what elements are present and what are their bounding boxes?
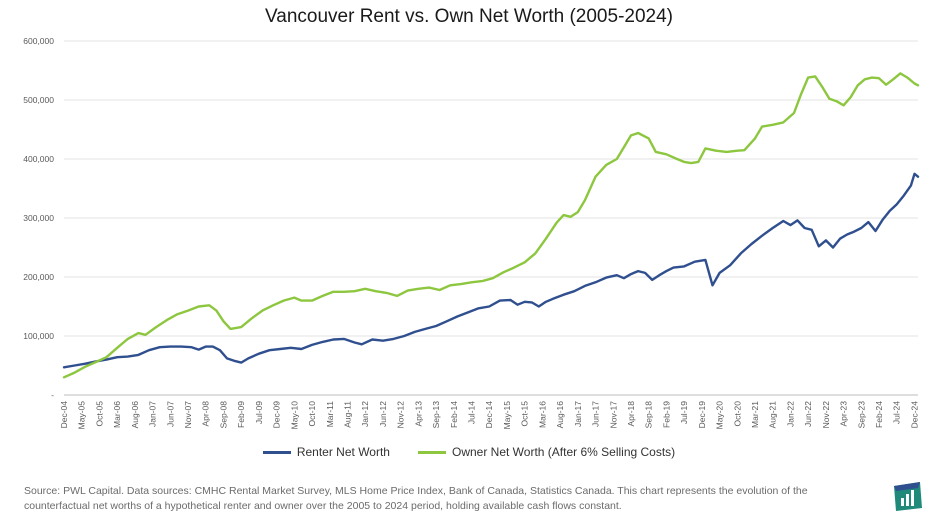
legend-item-owner: Owner Net Worth (After 6% Selling Costs) xyxy=(417,445,676,459)
x-tick-label: Mar-16 xyxy=(537,401,547,428)
x-tick-label: Apr-23 xyxy=(839,401,849,427)
x-tick-label: Jan-17 xyxy=(573,401,583,427)
y-tick-label: 400,000 xyxy=(23,154,54,164)
series-line-renter xyxy=(62,172,920,369)
x-tick-label: Jul-19 xyxy=(679,401,689,424)
x-tick-label: Jun-17 xyxy=(591,401,601,427)
x-tick-label: Dec-09 xyxy=(272,401,282,429)
y-tick-label: 500,000 xyxy=(23,95,54,105)
x-tick-label: Nov-07 xyxy=(183,401,193,429)
x-tick-label: Aug-06 xyxy=(130,401,140,429)
x-tick-label: May-05 xyxy=(77,401,87,430)
legend-label-renter: Renter Net Worth xyxy=(296,445,390,459)
y-tick-label: 600,000 xyxy=(23,36,54,46)
x-tick-label: Jun-22 xyxy=(803,401,813,427)
x-tick-label: Mar-06 xyxy=(112,401,122,428)
x-tick-label: Aug-11 xyxy=(342,401,352,428)
x-tick-label: Sep-18 xyxy=(644,401,654,429)
x-tick-label: Apr-08 xyxy=(201,401,211,427)
y-tick-label: 300,000 xyxy=(23,213,54,223)
x-tick-label: Jul-14 xyxy=(467,401,477,424)
x-tick-label: Jun-07 xyxy=(165,401,175,427)
x-tick-label: Jan-22 xyxy=(785,401,795,427)
y-tick-label: - xyxy=(51,390,54,400)
y-tick-label: 100,000 xyxy=(23,331,54,341)
x-tick-label: Feb-24 xyxy=(874,401,884,428)
x-tick-label: Apr-13 xyxy=(413,401,423,427)
series-line-owner xyxy=(62,72,920,379)
x-tick-label: Dec-14 xyxy=(484,401,494,429)
x-tick-label: Oct-10 xyxy=(307,401,317,427)
x-tick-label: Feb-14 xyxy=(449,401,459,428)
x-tick-label: May-10 xyxy=(289,401,299,430)
x-tick-label: May-20 xyxy=(715,401,725,430)
legend-label-owner: Owner Net Worth (After 6% Selling Costs) xyxy=(451,445,676,459)
pwl-logo-icon xyxy=(894,482,922,511)
legend: Renter Net Worth Owner Net Worth (After … xyxy=(0,445,938,459)
x-tick-label: Jul-09 xyxy=(254,401,264,424)
x-tick-label: Aug-21 xyxy=(768,401,778,429)
x-tick-label: Oct-15 xyxy=(520,401,530,427)
x-tick-label: Feb-19 xyxy=(661,401,671,428)
x-tick-label: Aug-16 xyxy=(555,401,565,429)
x-tick-label: May-15 xyxy=(502,401,512,430)
x-tick-label: Nov-22 xyxy=(821,401,831,429)
x-tick-label: Nov-12 xyxy=(396,401,406,429)
x-tick-label: Sep-13 xyxy=(431,401,441,429)
x-tick-label: Sep-08 xyxy=(218,401,228,429)
x-tick-label: Jun-12 xyxy=(378,401,388,427)
x-tick-label: Mar-21 xyxy=(750,401,760,428)
x-tick-label: Jan-07 xyxy=(148,401,158,427)
y-tick-label: 200,000 xyxy=(23,272,54,282)
x-tick-label: Apr-18 xyxy=(626,401,636,427)
x-tick-label: Oct-20 xyxy=(732,401,742,427)
x-tick-label: Sep-23 xyxy=(856,401,866,429)
x-tick-label: Jul-24 xyxy=(892,401,902,424)
x-tick-label: Nov-17 xyxy=(608,401,618,429)
x-tick-label: Oct-05 xyxy=(94,401,104,427)
x-tick-label: Feb-09 xyxy=(236,401,246,428)
x-tick-label: Dec-19 xyxy=(697,401,707,429)
legend-swatch-owner xyxy=(417,450,446,454)
source-note: Source: PWL Capital. Data sources: CMHC … xyxy=(24,485,808,512)
x-tick-label: Jan-12 xyxy=(360,401,370,427)
x-tick-label: Dec-04 xyxy=(59,401,69,429)
chart-title: Vancouver Rent vs. Own Net Worth (2005-2… xyxy=(265,6,673,27)
x-tick-label: Mar-11 xyxy=(325,401,335,428)
legend-swatch-renter xyxy=(262,450,291,454)
line-chart: - 100,000 200,000 300,000 400,000 500,000 600,… xyxy=(23,36,920,430)
x-tick-label: Dec-24 xyxy=(909,401,919,429)
legend-item-renter: Renter Net Worth xyxy=(262,445,390,459)
